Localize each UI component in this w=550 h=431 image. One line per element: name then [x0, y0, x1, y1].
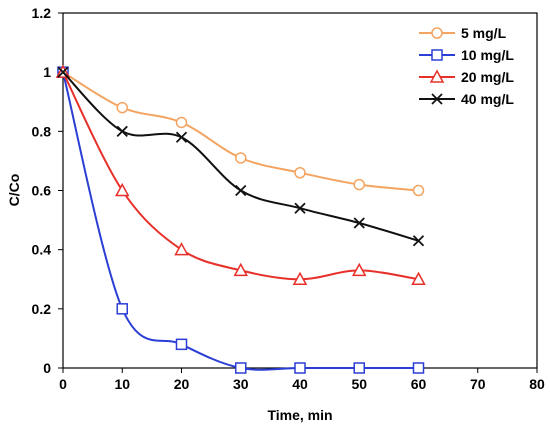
legend-item-5-mg-l: 5 mg/L	[419, 25, 507, 41]
data-point-10-mg-l	[294, 362, 306, 374]
legend-marker	[431, 49, 443, 61]
y-tick-label: 0.4	[32, 242, 52, 258]
x-tick-label: 40	[292, 376, 308, 392]
legend-marker	[429, 69, 445, 83]
x-tick-label: 50	[351, 376, 367, 392]
y-axis-title: C/Co	[6, 174, 22, 207]
y-tick-label: 0.6	[32, 183, 52, 199]
series-line-20-mg-l	[62, 71, 419, 281]
series-line-10-mg-l	[62, 71, 419, 371]
series-line-5-mg-l	[62, 71, 419, 192]
data-point-5-mg-l	[116, 101, 128, 114]
y-tick-label: 1	[43, 64, 51, 80]
data-point-10-mg-l	[235, 362, 247, 374]
x-tick-label: 30	[233, 376, 249, 392]
legend: 5 mg/L 10 mg/L 20 mg/L 40 mg/L	[419, 25, 514, 107]
x-axis-title: Time, min	[267, 407, 332, 423]
series-40-mg-l	[57, 66, 425, 247]
plot-frame	[62, 12, 538, 369]
data-point-20-mg-l	[351, 262, 367, 277]
data-point-40-mg-l	[116, 125, 128, 137]
x-tick-label: 20	[174, 376, 190, 392]
legend-label: 20 mg/L	[461, 69, 514, 85]
data-point-10-mg-l	[412, 362, 425, 374]
x-tick-label: 60	[411, 376, 427, 392]
data-point-40-mg-l	[353, 217, 365, 229]
legend-marker	[431, 27, 443, 39]
data-point-5-mg-l	[353, 178, 365, 191]
y-tick-label: 0.2	[32, 301, 52, 317]
data-point-10-mg-l	[175, 338, 188, 351]
data-point-20-mg-l	[114, 182, 130, 197]
legend-label: 5 mg/L	[461, 25, 507, 41]
legend-item-20-mg-l: 20 mg/L	[419, 69, 514, 85]
data-point-5-mg-l	[175, 116, 188, 129]
x-tick-label: 10	[114, 376, 130, 392]
x-tick-label: 80	[529, 376, 545, 392]
data-point-40-mg-l	[57, 66, 69, 78]
series-10-mg-l	[57, 66, 425, 374]
data-point-20-mg-l	[292, 271, 308, 285]
legend-item-10-mg-l: 10 mg/L	[419, 47, 514, 63]
data-point-10-mg-l	[116, 303, 128, 315]
data-point-5-mg-l	[235, 152, 247, 164]
legend-marker	[431, 93, 443, 105]
data-point-40-mg-l	[294, 202, 306, 214]
x-tick-label: 70	[470, 376, 486, 392]
data-point-20-mg-l	[233, 262, 249, 277]
legend-label: 10 mg/L	[461, 47, 514, 63]
legend-item-40-mg-l: 40 mg/L	[419, 91, 514, 107]
y-tick-label: 1.2	[32, 5, 52, 21]
data-point-40-mg-l	[235, 184, 247, 197]
data-point-5-mg-l	[294, 167, 306, 179]
x-tick-label: 0	[59, 376, 67, 392]
data-point-20-mg-l	[411, 271, 426, 285]
data-point-40-mg-l	[412, 235, 425, 247]
data-point-10-mg-l	[353, 362, 365, 374]
axes: 0 10 20 30 40 50 60 70 80 0 0.2 0.4 0.6 0.8 1 1.2	[32, 5, 545, 392]
y-tick-label: 0	[43, 360, 51, 376]
data-point-20-mg-l	[174, 242, 189, 256]
data-point-5-mg-l	[412, 184, 425, 197]
y-tick-label: 0.8	[32, 123, 52, 139]
legend-label: 40 mg/L	[461, 91, 514, 107]
series-20-mg-l	[55, 64, 426, 285]
series-layer	[55, 64, 426, 374]
data-point-40-mg-l	[175, 131, 188, 143]
